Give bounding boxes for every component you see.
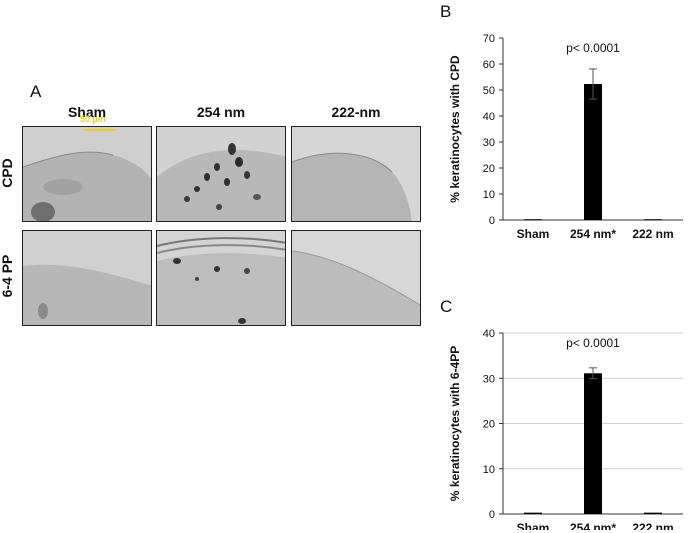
- bar: [584, 373, 602, 514]
- y-tick-label: 60: [483, 59, 495, 71]
- panel-letter-b: B: [440, 2, 452, 21]
- y-tick-label: 70: [483, 33, 495, 45]
- y-tick-label: 40: [483, 111, 495, 123]
- y-tick-label: 50: [483, 85, 495, 97]
- bar: [584, 84, 602, 221]
- y-tick-label: 0: [489, 215, 495, 227]
- y-tick-label: 0: [489, 509, 495, 521]
- y-axis-label: % keratinocytes with 6-4PP: [448, 346, 462, 501]
- row-header-64pp: 6-4 PP: [0, 254, 15, 298]
- micrograph-254nm-cpd: [156, 126, 286, 222]
- y-tick-label: 10: [483, 189, 495, 201]
- y-tick-label: 10: [483, 464, 495, 476]
- scale-bar-label: 50 µm: [80, 114, 106, 124]
- micrograph-222nm-64pp: [291, 230, 421, 326]
- micrograph-222nm-cpd: [291, 126, 421, 222]
- scale-bar: [84, 129, 116, 131]
- x-tick-label: 222 nm: [632, 227, 673, 241]
- x-tick-label: 254 nm*: [570, 521, 616, 530]
- bar: [644, 512, 662, 514]
- column-header-222nm: 222-nm: [331, 104, 381, 120]
- micrograph-254nm-64pp: [156, 230, 286, 326]
- row-header-cpd: CPD: [0, 158, 15, 188]
- y-tick-label: 30: [483, 137, 495, 149]
- bar: [524, 219, 542, 221]
- y-tick-label: 20: [483, 163, 495, 175]
- x-tick-label: Sham: [517, 227, 550, 241]
- y-tick-label: 40: [483, 328, 495, 340]
- y-axis-label: % keratinocytes with CPD: [448, 55, 462, 203]
- bar: [644, 219, 662, 221]
- y-tick-label: 30: [483, 373, 495, 385]
- p-value-annotation: p< 0.0001: [566, 41, 620, 55]
- x-tick-label: 222 nm: [632, 521, 673, 530]
- bar: [524, 512, 542, 514]
- chart-64pp: 0 10 20 30 40 % keratinocytes with 6-4PP Sham 2…: [448, 328, 683, 530]
- x-tick-label: 254 nm*: [570, 227, 616, 241]
- micrograph-sham-64pp: [22, 230, 152, 326]
- panel-letter-c: C: [440, 297, 453, 316]
- y-tick-label: 20: [483, 419, 495, 431]
- column-header-254nm: 254 nm: [196, 104, 246, 120]
- p-value-annotation: p< 0.0001: [566, 336, 620, 350]
- chart-cpd: 0 10 20 30 40 50 60 70 % keratinocytes with CPD S…: [448, 33, 683, 241]
- column-header-sham: Sham: [67, 104, 107, 120]
- panel-letter-a: A: [30, 82, 42, 101]
- x-tick-label: Sham: [517, 521, 550, 530]
- micrograph-sham-cpd: [22, 126, 152, 222]
